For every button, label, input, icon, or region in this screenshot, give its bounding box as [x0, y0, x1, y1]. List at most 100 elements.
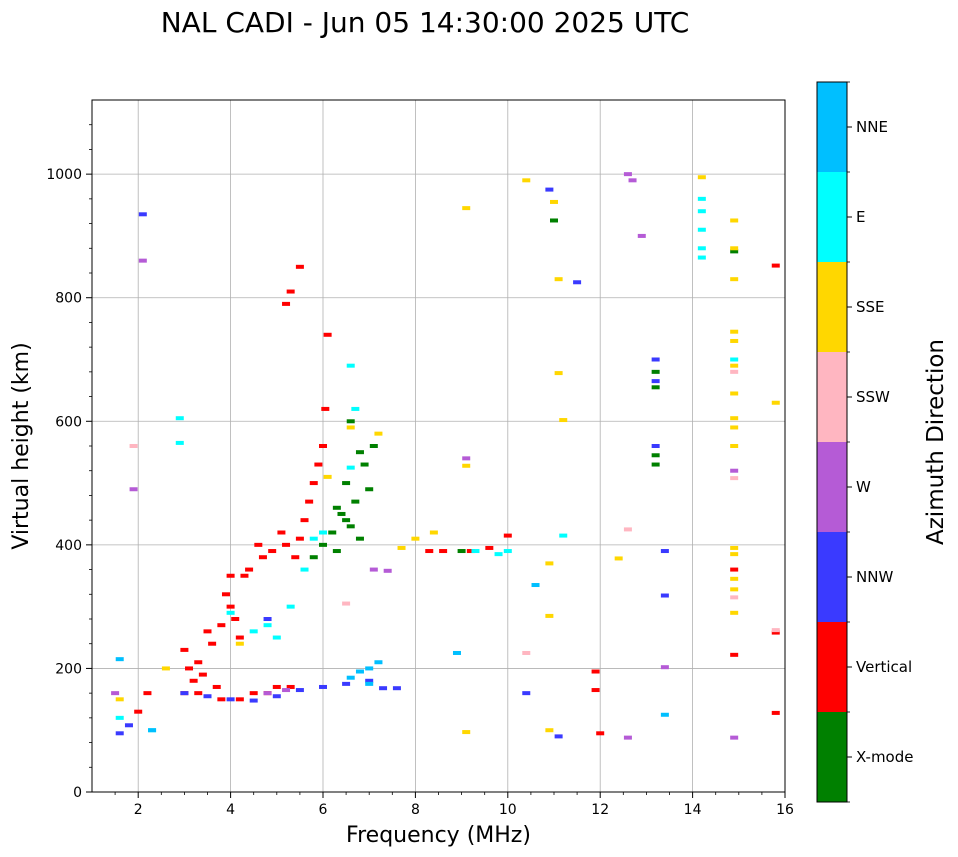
series-nne: [115, 583, 669, 733]
data-point: [545, 728, 554, 733]
data-point: [545, 613, 554, 618]
data-point: [286, 289, 295, 294]
data-point: [249, 629, 258, 634]
data-point: [730, 363, 739, 368]
data-point: [231, 617, 240, 621]
colorbar-segment: [817, 712, 847, 802]
data-point: [730, 652, 739, 657]
data-point: [457, 549, 466, 554]
data-point: [138, 258, 147, 263]
colorbar-label: X-mode: [856, 748, 913, 766]
y-tick-label: 800: [55, 291, 82, 307]
data-point: [651, 453, 660, 458]
data-point: [730, 246, 739, 251]
data-point: [360, 462, 369, 467]
y-axis-title: Virtual height (km): [9, 342, 34, 549]
data-point: [286, 604, 295, 609]
data-point: [175, 416, 184, 421]
data-point: [286, 684, 295, 689]
data-point: [559, 418, 568, 423]
data-point: [545, 561, 554, 566]
data-point: [240, 573, 249, 578]
data-point: [522, 691, 531, 696]
x-tick-label: 2: [134, 802, 143, 818]
data-point: [180, 647, 189, 652]
data-point: [319, 684, 327, 689]
x-tick-label: 14: [684, 802, 702, 818]
data-point: [651, 357, 660, 362]
data-point: [198, 672, 207, 677]
data-point: [277, 530, 286, 535]
data-point: [268, 549, 277, 554]
data-point: [471, 549, 480, 554]
data-point: [730, 587, 739, 592]
data-point: [554, 277, 563, 282]
data-point: [697, 196, 706, 201]
data-point: [591, 688, 600, 693]
data-point: [545, 187, 554, 192]
data-point: [522, 178, 531, 183]
data-point: [397, 545, 406, 550]
data-point: [730, 576, 739, 581]
data-point: [258, 555, 267, 560]
data-point: [697, 246, 706, 251]
data-point: [282, 542, 291, 547]
data-point: [185, 666, 194, 671]
data-point: [365, 681, 374, 686]
data-point: [730, 735, 739, 740]
data-point: [369, 567, 378, 572]
data-point: [351, 499, 360, 504]
series-ssw: [129, 369, 780, 655]
data-point: [550, 199, 558, 204]
data-point: [226, 573, 235, 578]
data-point: [323, 474, 332, 479]
data-point: [332, 505, 341, 510]
data-point: [383, 568, 392, 573]
data-point: [596, 731, 605, 736]
data-point: [559, 533, 568, 538]
data-point: [180, 691, 189, 696]
data-point: [282, 301, 291, 306]
data-point: [194, 691, 203, 696]
series-e: [115, 196, 739, 733]
series-sse: [115, 175, 780, 735]
data-point: [355, 450, 364, 455]
data-point: [697, 255, 706, 260]
y-tick-label: 200: [55, 661, 82, 677]
data-point: [226, 610, 235, 615]
x-tick-label: 4: [226, 802, 235, 818]
data-point: [771, 710, 780, 715]
plot-area: [92, 100, 785, 792]
data-point: [342, 481, 351, 486]
data-point: [194, 660, 203, 665]
y-tick-label: 0: [73, 785, 82, 801]
y-tick-label: 400: [55, 538, 82, 554]
data-point: [591, 669, 600, 674]
data-point: [730, 416, 739, 421]
data-point: [134, 709, 143, 714]
data-point: [411, 536, 420, 541]
data-point: [730, 545, 739, 550]
colorbar-label: W: [856, 478, 871, 496]
data-point: [730, 329, 739, 334]
data-point: [730, 369, 739, 374]
data-point: [305, 499, 314, 504]
data-point: [314, 462, 323, 467]
data-point: [462, 463, 471, 468]
data-point: [351, 406, 360, 411]
data-point: [623, 172, 632, 177]
data-point: [319, 530, 327, 535]
data-point: [295, 536, 304, 541]
data-point: [235, 697, 244, 702]
data-point: [337, 511, 346, 516]
data-point: [462, 730, 471, 735]
data-point: [226, 604, 235, 609]
data-point: [425, 549, 434, 554]
data-point: [365, 487, 374, 492]
data-point: [730, 610, 739, 615]
data-point: [697, 227, 706, 232]
x-tick-label: 10: [499, 802, 517, 818]
data-point: [503, 549, 512, 554]
data-point: [628, 178, 637, 183]
data-point: [365, 678, 374, 683]
